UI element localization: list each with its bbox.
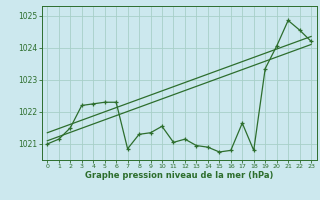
X-axis label: Graphe pression niveau de la mer (hPa): Graphe pression niveau de la mer (hPa) (85, 171, 273, 180)
